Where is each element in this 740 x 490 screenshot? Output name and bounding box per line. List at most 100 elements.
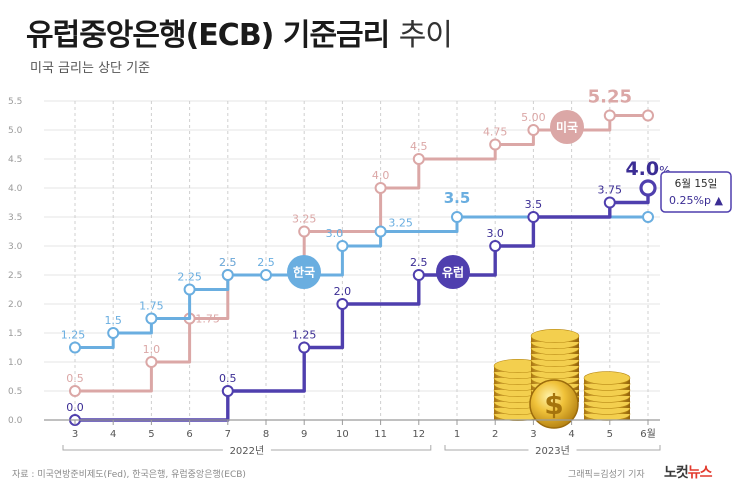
coin-face (583, 371, 631, 385)
data-point-eu (527, 211, 540, 223)
data-point-us (642, 109, 654, 122)
data-label-us: 1.75 (195, 313, 220, 326)
data-label-us: 2.5 (219, 256, 237, 269)
y-tick-label: 1.0 (8, 358, 23, 368)
data-label-eu: 0.0 (66, 401, 84, 414)
coin-dollar-sign: $ (544, 388, 563, 421)
series-bubble-kr (287, 255, 321, 289)
data-point-eu (298, 341, 311, 354)
y-tick-label: 2.0 (8, 300, 23, 310)
series-line-kr (75, 215, 648, 349)
x-tick-label: 7 (225, 429, 231, 440)
data-label-kr: 3.0 (326, 227, 344, 240)
coin-dollar-front (529, 379, 579, 429)
data-label-eu: 4.0% (625, 158, 670, 180)
data-label-eu: 0.5 (219, 372, 237, 385)
data-point-eu (639, 179, 657, 197)
y-tick-label: 3.5 (8, 213, 22, 223)
data-point-us (489, 138, 502, 151)
page-title: 유럽중앙은행(ECB) 기준금리 추이 (26, 10, 453, 54)
year-label: 2022년 (230, 445, 265, 457)
series-bubble-label-us: 미국 (556, 120, 578, 135)
data-label-kr: 3.25 (388, 217, 413, 230)
series-kr: 1.25 1.5 1.75 2.25 2.5 2.5 3.0 3.25 3.5 (61, 189, 654, 354)
callout-change: 0.25%p ▲ (669, 194, 723, 207)
year-label: 2023년 (535, 445, 570, 457)
callout-date: 6월 15일 (675, 177, 718, 190)
data-point-eu (336, 298, 349, 310)
logo-main: 노컷 (664, 465, 689, 481)
data-label-eu: 3.75 (598, 184, 623, 197)
data-point-us (527, 124, 540, 136)
data-label-kr: 1.25 (61, 329, 86, 342)
data-label-kr: 2.5 (219, 256, 237, 269)
data-label-eu: 2.5 (410, 256, 428, 269)
data-point-kr (451, 211, 463, 223)
y-tick-label: 5.5 (8, 97, 22, 107)
data-label-kr: 2.5 (257, 256, 275, 269)
page-subtitle: 미국 금리는 상단 기준 (30, 61, 151, 76)
year-label-bg (222, 444, 271, 456)
y-tick-label: 0.5 (8, 387, 22, 397)
x-tick-label: 3 (72, 429, 78, 440)
y-tick-label: 4.0 (8, 184, 23, 194)
y-tick-label: 4.5 (8, 155, 22, 165)
data-point-kr (183, 283, 196, 296)
data-point-us (145, 356, 158, 368)
data-point-kr (221, 269, 234, 281)
title-tail: 추이 (398, 18, 453, 53)
x-tick-label: 5 (607, 429, 613, 440)
series-bubble-us (550, 110, 584, 144)
data-label-eu: 1.25 (292, 329, 317, 342)
data-label-us: 4.5 (410, 140, 428, 153)
data-point-us (298, 225, 311, 238)
x-tick-label: 4 (110, 429, 116, 440)
y-tick-label: 5.0 (8, 126, 23, 136)
x-tick-label: 4 (568, 429, 574, 440)
data-point-kr (336, 240, 349, 252)
y-tick-label: 0.0 (8, 416, 23, 426)
data-point-eu (603, 196, 616, 209)
logo-accent: 뉴스 (687, 465, 713, 481)
data-label-kr: 1.75 (139, 300, 164, 313)
x-tick-label: 9 (301, 429, 307, 440)
data-point-us (69, 385, 81, 397)
publisher-logo: 노컷뉴스 (664, 462, 713, 482)
y-tick-label: 3.0 (8, 242, 23, 252)
title-main: 유럽중앙은행(ECB) 기준금리 (26, 18, 390, 53)
series-bubble-label-kr: 한국 (293, 265, 315, 280)
data-point-kr (642, 211, 654, 223)
x-tick-label: 2 (492, 429, 498, 440)
data-point-kr (145, 312, 158, 325)
data-label-us: 0.5 (66, 372, 84, 385)
x-tick-label: 10 (336, 429, 349, 440)
y-tick-label: 2.5 (8, 271, 22, 281)
gold-coins-illustration: $ (493, 328, 631, 429)
data-label-us: 4.0 (372, 169, 390, 182)
data-label-unit: % (659, 164, 670, 178)
data-point-kr (260, 269, 272, 281)
data-point-kr (374, 225, 387, 238)
data-point-us (374, 182, 387, 194)
callout-box (660, 171, 732, 213)
data-label-kr: 2.25 (177, 271, 202, 284)
data-point-us (603, 109, 616, 122)
data-point-eu (221, 385, 234, 397)
data-point-us (412, 153, 425, 165)
x-tick-label: 6 (186, 429, 192, 440)
data-label-kr: 3.5 (444, 189, 471, 207)
series-bubble-label-eu: 유럽 (442, 266, 464, 280)
data-label-us: 3.25 (292, 213, 317, 226)
graphic-credit: 그래픽=김성기 기자 (568, 470, 645, 480)
axis-layer: 0.0 0.5 1.0 1.5 2.0 2.5 3.0 3.5 4.0 4.5 5.0 5.5 3 4 5 6… (8, 97, 661, 457)
series-layer: 0.51.01.752.53.254.04.54.755.005.251.251… (61, 87, 671, 426)
x-tick-label: 11 (374, 429, 387, 440)
x-tick-label: 1 (454, 429, 460, 440)
data-label-eu: 3.0 (486, 227, 504, 240)
data-label-eu: 2.0 (334, 285, 352, 298)
data-label-us: 4.75 (483, 126, 508, 139)
data-point-eu (489, 240, 502, 252)
year-label-bg (528, 444, 577, 456)
